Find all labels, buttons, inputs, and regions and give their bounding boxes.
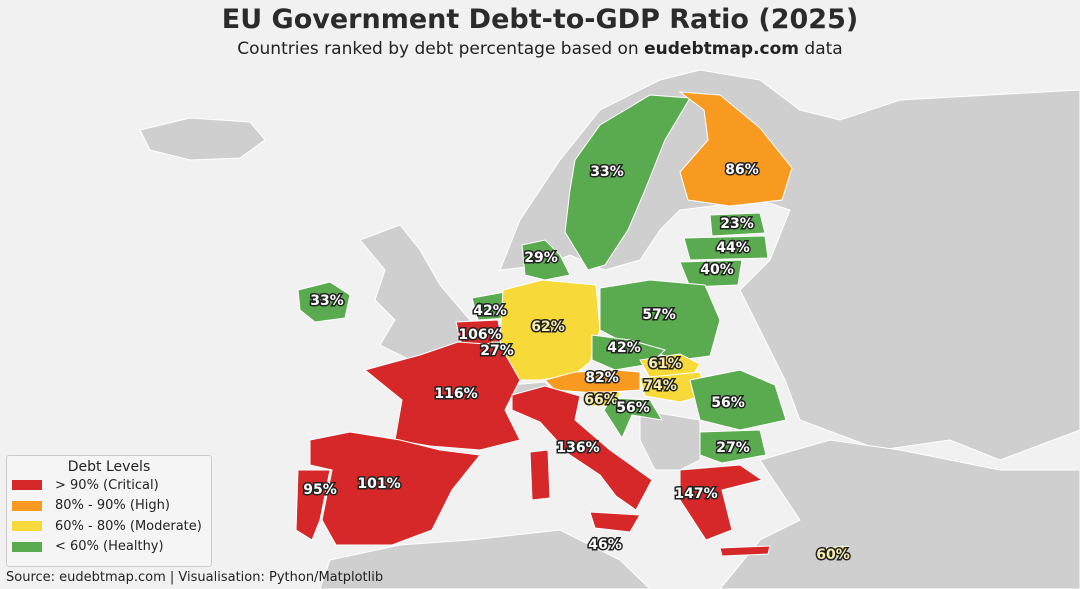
subtitle-source: eudebtmap.com [644,39,800,59]
debt-label: 101% [357,476,400,492]
legend-swatch-healthy [12,541,42,552]
debt-label: 86% [725,162,759,178]
legend-label: 80% - 90% (High) [55,498,170,514]
debt-label: 95% [303,482,337,498]
country-region-healthy [699,429,767,464]
legend-item: 60% - 80% (Moderate) [7,516,211,537]
debt-label: 136% [556,440,599,456]
country-region-healthy [603,397,663,440]
country-region-critical [309,431,481,546]
country-region-healthy [297,281,351,323]
land-non-eu [719,439,1080,589]
legend: Debt Levels > 90% (Critical) 80% - 90% (… [6,455,212,567]
country-region-healthy [521,239,571,281]
map-title: EU Government Debt-to-GDP Ratio (2025) [221,4,859,35]
land-non-eu [359,224,471,361]
debt-label: 56% [616,400,650,416]
country-region-healthy [564,94,691,271]
subtitle-suffix: data [799,39,843,59]
debt-label: 23% [720,216,754,232]
country-region-healthy [679,259,743,288]
debt-label: 61% [648,356,682,372]
debt-label: 62% [531,319,565,335]
country-region-high [678,91,793,207]
country-region-moderate [825,545,849,557]
legend-label: < 60% (Healthy) [55,539,164,555]
legend-swatch-moderate [12,521,42,532]
legend-title: Debt Levels [67,459,151,475]
debt-label: 44% [716,240,750,256]
debt-label: 27% [480,343,514,359]
map-subtitle: Countries ranked by debt percentage base… [0,39,1080,59]
country-region-healthy [689,369,787,431]
debt-label: 33% [310,293,344,309]
debt-label: 29% [524,250,558,266]
debt-label: 106% [458,327,501,343]
country-region-critical [679,464,771,557]
debt-label: 66% [584,392,618,408]
debt-label: 57% [642,307,676,323]
country-region-critical [295,469,331,541]
land-non-eu [139,117,266,161]
debt-label: 27% [716,440,750,456]
legend-label: > 90% (Critical) [55,477,159,493]
debt-label: 42% [473,303,507,319]
legend-label: 60% - 80% (Moderate) [55,518,202,534]
debt-label: 46% [588,537,622,553]
legend-item: < 60% (Healthy) [7,537,211,558]
legend-swatch-critical [12,480,42,491]
debt-label: 40% [700,262,734,278]
source-note: Source: eudebtmap.com | Visualisation: P… [6,570,384,585]
legend-swatch-high [12,500,42,511]
country-region-critical [511,385,653,533]
subtitle-text: Countries ranked by debt percentage base… [237,39,645,59]
debt-label: 82% [585,370,619,386]
country-region-healthy [683,235,769,261]
country-region-healthy [709,212,766,237]
debt-label: 74% [643,378,677,394]
debt-label: 147% [674,486,717,502]
debt-label: 33% [590,164,624,180]
legend-item: > 90% (Critical) [7,475,211,496]
debt-label: 60% [816,547,850,563]
legend-item: 80% - 90% (High) [7,496,211,517]
land-non-eu [319,529,651,589]
country-region-healthy [599,539,607,547]
debt-label: 116% [434,386,477,402]
country-region-critical [363,341,521,451]
debt-label: 56% [711,395,745,411]
country-region-moderate [639,371,707,403]
debt-label: 42% [607,340,641,356]
land-non-eu [639,409,701,471]
